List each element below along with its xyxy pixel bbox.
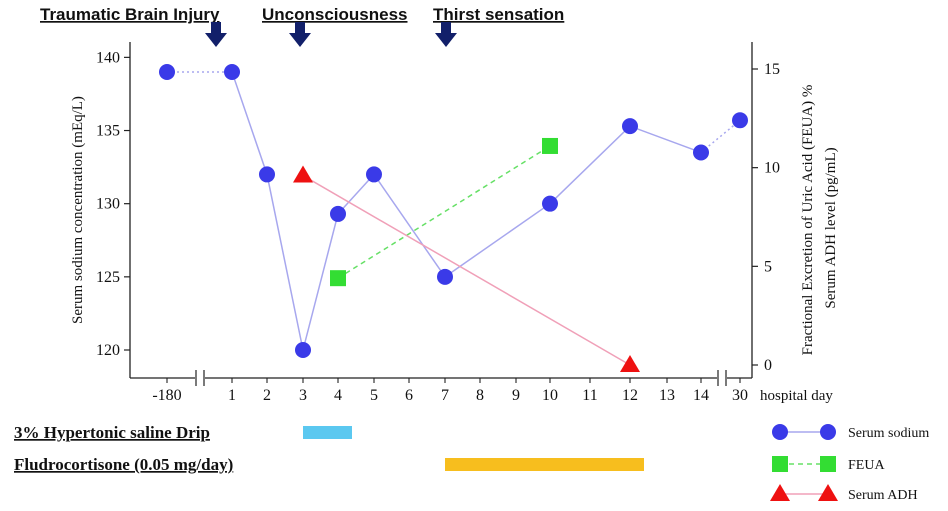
event-label-thirst-sensation: Thirst sensation [433,5,564,24]
x-tick-label-4: 4 [334,387,342,404]
legend-marker-serum-adh [818,484,838,501]
series-line-segment [337,173,375,215]
series-line-segment [444,203,551,278]
series-line-segment [302,213,339,351]
left-tick-label-120: 120 [96,342,120,359]
series-line-segment [629,125,702,154]
left-tick-label-140: 140 [96,49,120,66]
legend-label-serum-adh: Serum ADH [848,488,918,503]
x-axis-label: hospital day [760,388,833,404]
serum-sodium-point-2 [259,166,275,183]
x-tick-label-9: 9 [512,387,520,404]
legend-label-serum-sodium: Serum sodium [848,426,929,441]
series-line-segment [373,173,446,278]
x-tick-label-3: 3 [299,387,307,404]
serum-sodium-point-14 [693,144,709,161]
treatment-bar-3-hypertonic-saline-drip [303,426,352,439]
series-line-segment [337,145,551,279]
feua-point-10 [542,137,558,154]
legend-marker-feua [820,456,836,472]
serum-adh-point-3 [293,165,313,183]
event-annotations: Traumatic Brain Injury Unconsciousness Thi… [40,5,564,47]
serum-sodium-point-12 [622,118,638,135]
left-tick-label-135: 135 [96,123,120,140]
x-tick-label-2: 2 [263,387,271,404]
event-arrow-traumatic-brain-injury [205,22,227,47]
serum-sodium-point-10 [542,195,558,212]
serum-sodium-point-30 [732,112,748,129]
x-tick-label-30: 30 [732,387,748,404]
series-line-segment [700,119,741,154]
axis-break-gap [717,370,727,386]
feua-point-4 [330,270,346,287]
event-label-traumatic-brain-injury: Traumatic Brain Injury [40,5,220,24]
series-line-segment [302,174,631,366]
right-tick-label-0: 0 [764,357,772,374]
legend-marker-serum-sodium [820,424,836,440]
x-tick-label-11: 11 [582,387,597,404]
x-tick-label-10: 10 [542,387,558,404]
legend: Serum sodium FEUA Serum ADH [770,424,929,503]
serum-adh-point-12 [620,355,640,372]
series-feua [330,137,558,287]
serum-sodium-point-7 [437,268,453,285]
left-axis-label: Serum sodium concentration (mEq/L) [70,96,86,324]
x-tick-label-14: 14 [693,387,709,404]
legend-label-feua: FEUA [848,458,885,473]
left-tick-label-125: 125 [96,269,120,286]
serum-sodium-point-1 [224,64,240,80]
x-tick-label-7: 7 [441,387,449,404]
x-tick-label-5: 5 [370,387,378,404]
right-tick-label-10: 10 [764,160,780,177]
legend-marker-feua [772,456,788,472]
event-arrow-thirst-sensation [435,22,457,47]
legend-marker-serum-adh [770,484,790,501]
serum-sodium-point-4 [330,205,346,222]
treatment-label-3-hypertonic-saline-drip: 3% Hypertonic saline Drip [14,423,210,442]
series-line-segment [231,71,268,175]
serum-sodium-point-5 [366,166,382,183]
right-axis-label-feua: Fractional Excretion of Uric Acid (FEUA)… [800,85,816,356]
series [159,64,748,372]
serum-sodium-point-3 [295,342,311,358]
treatment-bars: 3% Hypertonic saline Drip Fludrocortisone… [14,423,644,474]
series-serum-sodium [159,64,748,358]
x-tick-label-8: 8 [476,387,484,404]
treatment-label-fludrocortisone-0-05-mg-day: Fludrocortisone (0.05 mg/day) [14,455,233,474]
x-tick-label-6: 6 [405,387,413,404]
series-line-segment [549,125,631,205]
right-axis-label-adh: Serum ADH level (pg/mL) [823,147,839,308]
x-tick-label-180: -180 [152,387,181,404]
treatment-bar-fludrocortisone-0-05-mg-day [445,458,644,471]
x-tick-label-13: 13 [659,387,675,404]
event-label-unconsciousness: Unconsciousness [262,5,408,24]
axis-break-gap [195,370,205,386]
x-tick-label-1: 1 [228,387,236,404]
series-serum-adh [293,165,640,372]
legend-item-feua: FEUA [772,456,885,473]
legend-item-serum-adh: Serum ADH [770,484,918,503]
serum-sodium-point-180 [159,64,175,80]
x-tick-label-12: 12 [622,387,638,404]
legend-item-serum-sodium: Serum sodium [772,424,929,441]
event-arrow-unconsciousness [289,22,311,47]
series-line-segment [266,174,304,351]
left-tick-label-130: 130 [96,196,120,213]
right-tick-label-5: 5 [764,258,772,275]
right-tick-label-15: 15 [764,61,780,78]
legend-marker-serum-sodium [772,424,788,440]
